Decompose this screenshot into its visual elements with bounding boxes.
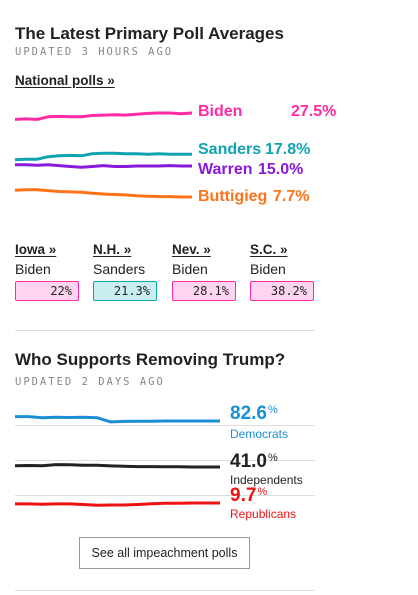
state-iowa[interactable]: Iowa » Biden 22% [15, 242, 87, 301]
state-pct: 21.3% [93, 281, 157, 301]
state-leader: Biden [172, 261, 208, 277]
primary-title: The Latest Primary Poll Averages [15, 24, 284, 43]
section-divider [15, 330, 315, 331]
candidate-label-buttigieg: Buttigieg [198, 188, 268, 205]
candidate-label-warren: Warren [198, 161, 253, 178]
state-name[interactable]: N.H. » [93, 242, 132, 257]
group-value-independents: 41.0% [230, 451, 278, 472]
state-sc[interactable]: S.C. » Biden 38.2% [250, 242, 322, 301]
trend-line-republicans [15, 501, 220, 507]
candidate-label-sanders: Sanders [198, 141, 262, 158]
state-nevada[interactable]: Nev. » Biden 28.1% [172, 242, 244, 301]
state-leader: Biden [15, 261, 51, 277]
group-value-republicans: 9.7% [230, 485, 268, 506]
group-value-democrats: 82.6% [230, 403, 278, 424]
row-divider [15, 425, 315, 426]
state-leader: Sanders [93, 261, 146, 277]
group-label-democrats: Democrats [230, 427, 289, 441]
bottom-divider [15, 590, 315, 591]
primary-updated: UPDATED 3 HOURS AGO [15, 46, 174, 58]
row-divider [15, 460, 315, 461]
candidate-value-warren: 15.0% [258, 161, 304, 178]
candidate-value-buttigieg: 7.7% [273, 188, 310, 205]
candidate-value-biden: 27.5% [291, 103, 337, 120]
trend-line-democrats [15, 415, 220, 424]
national-polls-link[interactable]: National polls » [15, 73, 115, 88]
candidate-value-sanders: 17.8% [265, 141, 311, 158]
state-pct: 22% [15, 281, 79, 301]
state-nh[interactable]: N.H. » Sanders 21.3% [93, 242, 165, 301]
state-pct: 38.2% [250, 281, 314, 301]
group-label-republicans: Republicans [230, 507, 297, 521]
trend-line-sanders [14, 151, 192, 162]
state-leader: Biden [250, 261, 286, 277]
state-name[interactable]: Nev. » [172, 242, 211, 257]
impeachment-updated: UPDATED 2 DAYS AGO [15, 376, 165, 388]
primary-trend-chart [14, 111, 193, 199]
group-label-independents: Independents [230, 473, 303, 487]
state-pct: 28.1% [172, 281, 236, 301]
impeachment-title: Who Supports Removing Trump? [15, 350, 286, 369]
row-divider [15, 495, 315, 496]
see-all-impeachment-polls-button[interactable]: See all impeachment polls [79, 537, 250, 569]
trend-line-biden [14, 111, 193, 121]
trend-line-independents [14, 463, 220, 469]
trend-line-buttigieg [14, 188, 192, 199]
state-name[interactable]: Iowa » [15, 242, 57, 257]
state-name[interactable]: S.C. » [250, 242, 288, 257]
candidate-label-biden: Biden [198, 103, 243, 120]
trend-line-warren [15, 163, 192, 169]
